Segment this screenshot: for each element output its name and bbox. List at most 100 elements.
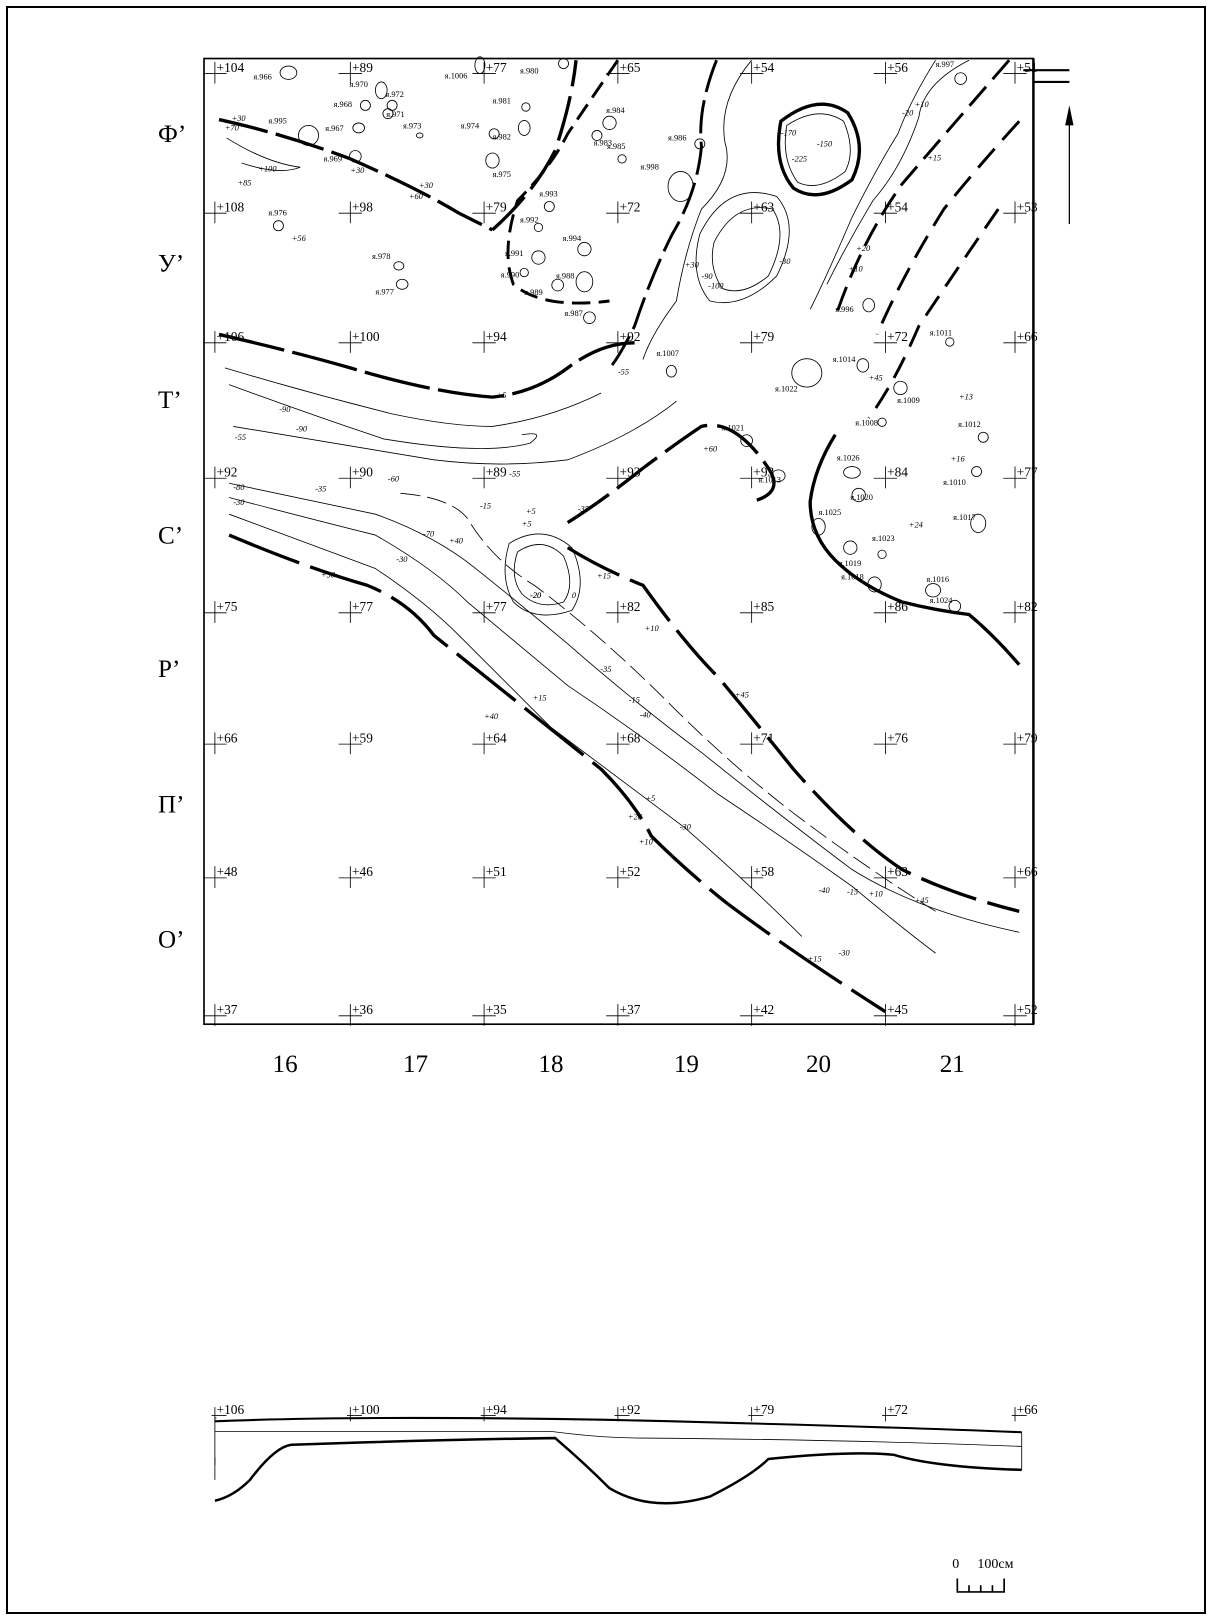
contour-label: +10 <box>869 889 884 898</box>
pit: я.969 <box>324 150 362 163</box>
pit-label: я.981 <box>492 97 510 106</box>
pit-label: я.977 <box>375 287 393 296</box>
pit-outline <box>811 517 826 536</box>
column-label: 20 <box>806 1051 831 1078</box>
elevation-label: +104 <box>217 60 245 75</box>
pit-label: я.1012 <box>958 420 981 429</box>
elevation-label: +63 <box>753 200 774 215</box>
pit-outline <box>533 222 544 233</box>
contour-label: -15 <box>847 888 858 897</box>
column-label: 16 <box>273 1051 298 1078</box>
contour-label: +5 <box>522 520 532 529</box>
pit-outline <box>877 549 887 559</box>
pit: я.997 <box>936 60 967 85</box>
pit-label: я.988 <box>556 271 574 280</box>
elevation-label: +65 <box>620 60 641 75</box>
grid-point: +63 <box>873 864 908 888</box>
contour-label: -30 <box>779 257 791 266</box>
row-label: У’ <box>158 251 184 278</box>
elevation-label: +76 <box>887 730 908 745</box>
contour-label: +30 <box>232 114 247 123</box>
grid-point: +42 <box>739 1002 774 1026</box>
grid-point: +84 <box>873 465 908 489</box>
elevation-label: +66 <box>1017 329 1038 344</box>
contour-label: +40 <box>484 712 499 721</box>
pit-label: я.971 <box>386 110 404 119</box>
column-label: 18 <box>538 1051 563 1078</box>
pit-outline <box>856 358 870 373</box>
grid-point: +98 <box>338 200 373 224</box>
section-elevation-label: +79 <box>753 1402 774 1417</box>
pit-outline <box>374 81 388 100</box>
elevation-label: +35 <box>486 1002 507 1017</box>
elevation-label: +45 <box>887 1002 908 1017</box>
elevation-label: +51 <box>1017 60 1038 75</box>
grid-point: +52 <box>606 864 640 888</box>
pit-outline <box>591 130 603 141</box>
section-grid-point: +72 <box>882 1402 908 1422</box>
elevation-label: +98 <box>352 200 373 215</box>
row-label: О’ <box>158 926 184 953</box>
grid-point: +75 <box>203 599 238 623</box>
pit: я.1025 <box>811 508 841 536</box>
section-elevation-label: +72 <box>887 1402 908 1417</box>
grid-point: +64 <box>472 730 507 755</box>
pit-outline <box>543 201 555 212</box>
pit: я.996 <box>835 298 875 314</box>
contour-label: -40 <box>640 710 652 719</box>
pit-label: я.967 <box>325 124 343 133</box>
pit: я.1020 <box>850 487 873 503</box>
grid-point: +54 <box>739 60 775 84</box>
elevation-label: +77 <box>486 60 507 75</box>
grid-point: +58 <box>739 864 775 888</box>
pit-outline <box>485 152 500 169</box>
contour-label: -60 <box>388 475 400 484</box>
grid-point: +90 <box>338 465 373 489</box>
pit-outline <box>617 154 627 164</box>
contour-label: +30 <box>685 261 700 270</box>
elevation-label: +71 <box>753 730 774 745</box>
grid-point: +35 <box>472 1002 507 1026</box>
pit-label: я.970 <box>349 80 367 89</box>
elevation-label: +37 <box>217 1002 238 1017</box>
pit-label: я.1023 <box>872 534 895 543</box>
grid-point: +51 <box>1003 60 1038 84</box>
grid-point: +77 <box>1003 465 1038 489</box>
contour-value-labels: +30+70+100+85+30+60+30-150-170-225+10+15… <box>225 100 973 963</box>
pit: я.992 <box>520 215 544 233</box>
pit-outline <box>948 599 962 613</box>
pit: я.1021 <box>722 424 753 447</box>
pit-outline <box>395 278 409 290</box>
grid-point: +53 <box>1003 200 1038 224</box>
pit-label: я.986 <box>668 133 686 142</box>
contour-label: 0 <box>572 591 577 600</box>
contour-label: +24 <box>909 521 923 530</box>
elevation-label: +90 <box>352 465 373 480</box>
elevation-label: +89 <box>352 60 373 75</box>
contour-label: -20 <box>530 591 542 600</box>
section-elevation-label: +94 <box>486 1402 507 1417</box>
grid-point: +85 <box>739 599 775 623</box>
grid-point: +71 <box>739 730 774 755</box>
pit: я.983 <box>591 130 612 147</box>
elevation-label: +48 <box>217 864 238 879</box>
pit: я.980 <box>520 58 569 76</box>
pit-outline <box>602 115 617 131</box>
row-label: П’ <box>158 792 184 819</box>
cross-section <box>214 1416 1023 1505</box>
grid-point: +72 <box>606 200 640 224</box>
pit-label: я.1021 <box>722 424 745 433</box>
column-labels: 16 17 18 19 20 21 <box>273 1051 965 1078</box>
elevation-label: +52 <box>1017 1002 1038 1017</box>
contour-label: -70 <box>423 530 435 539</box>
contour-label: -35 <box>578 505 589 514</box>
pit: я.973 <box>403 122 424 139</box>
section-grid-point: +100 <box>346 1402 380 1422</box>
pit-label: я.1016 <box>926 575 949 584</box>
elevation-label: +79 <box>1017 730 1038 745</box>
pit-label: я.1015 <box>99 0 122 2</box>
pit-outline <box>925 583 942 598</box>
contour-label: +100 <box>258 164 277 173</box>
pit-outline <box>488 128 500 140</box>
row-label: Ф’ <box>158 121 186 148</box>
